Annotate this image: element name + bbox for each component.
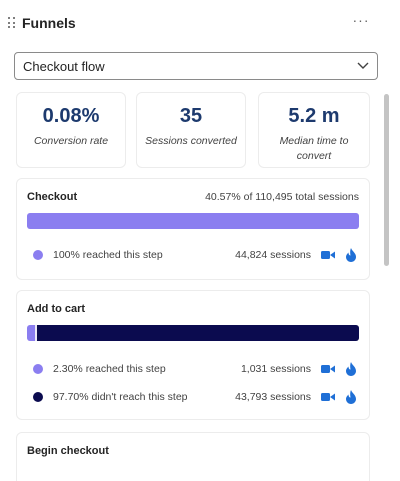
step-name: Checkout bbox=[27, 191, 78, 203]
step-name: Add to cart bbox=[27, 303, 86, 315]
conversion-rate-value: 0.08% bbox=[42, 105, 100, 127]
median-time-value: 5.2 m bbox=[288, 105, 340, 127]
step-bar bbox=[27, 213, 359, 229]
video-icon[interactable] bbox=[321, 249, 335, 261]
bar-reached-segment bbox=[27, 325, 35, 341]
video-icon[interactable] bbox=[321, 363, 335, 375]
more-options-button[interactable]: ··· bbox=[352, 12, 370, 28]
step-total-sessions: 40.57% of 110,495 total sessions bbox=[205, 191, 359, 203]
heatmap-icon[interactable] bbox=[345, 248, 357, 262]
legend-sessions: 1,031 sessions bbox=[240, 363, 311, 375]
heatmap-icon[interactable] bbox=[345, 390, 357, 404]
legend-sessions: 44,824 sessions bbox=[235, 249, 311, 261]
sessions-converted-value: 35 bbox=[179, 105, 203, 127]
funnel-step-begin-checkout: Begin checkout bbox=[16, 432, 370, 481]
funnel-select[interactable]: Checkout flow bbox=[14, 52, 378, 80]
stat-card-conversion-rate: 0.08% Conversion rate bbox=[16, 92, 126, 168]
funnel-step-add-to-cart: Add to cart 2.30% reached this step 1,03… bbox=[16, 290, 370, 420]
not-reached-dot-icon bbox=[33, 392, 43, 402]
panel-header: Funnels ··· bbox=[0, 0, 400, 44]
scrollbar-thumb[interactable] bbox=[384, 94, 389, 266]
median-time-label: Median time to convert bbox=[279, 135, 349, 162]
reached-dot-icon bbox=[33, 364, 43, 374]
heatmap-icon[interactable] bbox=[345, 362, 357, 376]
step-name: Begin checkout bbox=[27, 445, 109, 457]
stat-card-sessions-converted: 35 Sessions converted bbox=[136, 92, 246, 168]
step-bar bbox=[27, 325, 359, 341]
legend-row-not-reached: 97.70% didn't reach this step 43,793 ses… bbox=[27, 389, 361, 405]
video-icon[interactable] bbox=[321, 391, 335, 403]
legend-text: 100% reached this step bbox=[53, 249, 163, 261]
reached-dot-icon bbox=[33, 250, 43, 260]
bar-not-reached-segment bbox=[37, 325, 359, 341]
drag-handle-icon[interactable] bbox=[8, 17, 16, 29]
bar-reached-segment bbox=[27, 213, 359, 229]
legend-text: 97.70% didn't reach this step bbox=[53, 391, 188, 403]
panel-title: Funnels bbox=[22, 15, 76, 31]
funnel-step-checkout: Checkout 40.57% of 110,495 total session… bbox=[16, 178, 370, 280]
legend-row-reached: 2.30% reached this step 1,031 sessions bbox=[27, 361, 361, 377]
chevron-down-icon bbox=[357, 62, 369, 69]
funnel-scroll-area[interactable]: 0.08% Conversion rate 35 Sessions conver… bbox=[0, 86, 400, 481]
legend-text: 2.30% reached this step bbox=[53, 363, 166, 375]
conversion-rate-label: Conversion rate bbox=[33, 135, 109, 147]
legend-sessions: 43,793 sessions bbox=[235, 391, 311, 403]
sessions-converted-label: Sessions converted bbox=[145, 135, 237, 147]
stat-card-median-time: 5.2 m Median time to convert bbox=[258, 92, 370, 168]
funnel-select-value: Checkout flow bbox=[23, 59, 105, 74]
legend-row-reached: 100% reached this step 44,824 sessions bbox=[27, 247, 361, 263]
